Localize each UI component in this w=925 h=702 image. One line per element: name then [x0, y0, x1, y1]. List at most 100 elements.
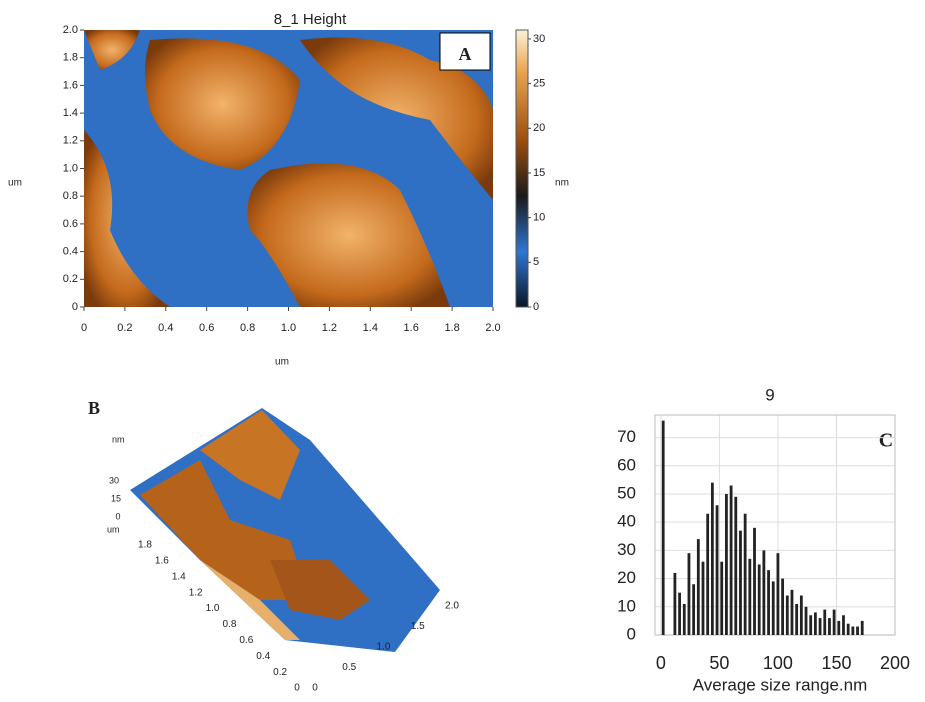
- panel-label: A: [459, 44, 472, 64]
- x-tick-label: 0.5: [342, 662, 356, 673]
- x-tick-label: 100: [763, 653, 793, 673]
- bar: [682, 603, 686, 635]
- x-tick-label: 1.0: [377, 642, 391, 653]
- colorbar-tick-label: 10: [533, 212, 545, 224]
- bar: [828, 618, 831, 635]
- y-tick-label: 70: [617, 427, 636, 446]
- bar: [837, 620, 841, 635]
- y-tick-label: 1.4: [172, 571, 186, 582]
- bar: [776, 553, 780, 635]
- bar: [832, 609, 836, 635]
- y-tick-label: 0: [294, 683, 300, 694]
- plot-frame: [654, 414, 896, 636]
- chart-title: 8_1 Height: [274, 11, 347, 28]
- y-tick-label: 1.6: [155, 556, 169, 567]
- colorbar-tick-label: 5: [533, 256, 539, 268]
- x-axis-label: um: [275, 357, 289, 368]
- x-tick-label: 2.0: [445, 601, 459, 612]
- bar: [748, 558, 752, 635]
- y-tick-label: 1.2: [63, 135, 78, 147]
- x-tick-label: 0: [81, 322, 87, 334]
- x-tick-label: 0.2: [117, 322, 132, 334]
- y-axis-label: um: [107, 524, 120, 534]
- y-tick-label: 0.8: [63, 190, 78, 202]
- z-tick-label: 30: [109, 475, 119, 485]
- panel-label: C: [879, 430, 893, 452]
- y-tick-label: 0: [627, 624, 636, 643]
- y-tick-label: 0: [72, 301, 78, 313]
- x-tick-label: 0.4: [158, 322, 173, 334]
- bar: [701, 561, 705, 635]
- bar: [790, 589, 794, 635]
- bar: [687, 553, 691, 635]
- colorbar-tick-label: 25: [533, 78, 545, 90]
- bar: [818, 618, 822, 635]
- bar: [781, 578, 785, 635]
- panel-label-box: [439, 32, 491, 71]
- y-tick-label: 50: [617, 483, 636, 502]
- y-tick-label: 0.2: [273, 667, 287, 678]
- x-tick-label: 1.6: [404, 322, 419, 334]
- bar: [678, 592, 681, 635]
- x-tick-label: 50: [709, 653, 729, 673]
- x-tick-label: 1.2: [322, 322, 337, 334]
- bar: [715, 505, 719, 635]
- bar: [842, 615, 845, 635]
- y-axis-label: um: [8, 178, 22, 189]
- y-tick-label: 20: [617, 568, 636, 587]
- y-tick-label: 60: [617, 455, 636, 474]
- bar: [856, 626, 859, 635]
- bar: [860, 620, 864, 635]
- x-tick-label: 1.8: [444, 322, 459, 334]
- y-tick-label: 0.2: [63, 273, 78, 285]
- colorbar-tick-label: 20: [533, 122, 545, 134]
- surface-plot: [130, 408, 440, 652]
- y-tick-label: 1.8: [138, 540, 152, 551]
- z-tick-label: 15: [111, 493, 121, 503]
- x-tick-label: 150: [821, 653, 851, 673]
- bar: [846, 623, 850, 635]
- bar: [757, 564, 761, 635]
- z-tick-label: 0: [115, 511, 120, 521]
- bar: [767, 570, 770, 635]
- x-tick-label: 0: [656, 653, 666, 673]
- x-tick-label: 0.8: [240, 322, 255, 334]
- x-axis-label: Average size range.nm: [693, 675, 868, 694]
- y-tick-label: 1.0: [63, 162, 78, 174]
- y-tick-label: 1.2: [189, 587, 203, 598]
- bar: [696, 539, 700, 635]
- z-axis-label: nm: [112, 434, 125, 444]
- bar: [743, 513, 747, 635]
- bar: [673, 572, 677, 635]
- colorbar-tick-label: 30: [533, 33, 545, 45]
- y-tick-label: 0.6: [239, 635, 253, 646]
- colorbar-tick-label: 15: [533, 167, 545, 179]
- bar: [739, 530, 742, 635]
- bar: [813, 612, 817, 635]
- x-tick-label: 200: [880, 653, 910, 673]
- bar: [753, 527, 756, 635]
- bar: [706, 513, 710, 635]
- bar: [771, 581, 775, 635]
- y-tick-label: 10: [617, 596, 636, 615]
- bar: [710, 482, 714, 635]
- x-tick-label: 0.6: [199, 322, 214, 334]
- bar: [809, 615, 813, 635]
- bar: [729, 485, 733, 635]
- panel-label: B: [88, 398, 100, 418]
- y-tick-label: 0.8: [222, 619, 236, 630]
- chart-title: 9: [765, 385, 774, 404]
- y-tick-label: 40: [617, 512, 636, 531]
- x-tick-label: 2.0: [485, 322, 500, 334]
- y-tick-label: 1.8: [63, 52, 78, 64]
- y-tick-label: 0.4: [256, 651, 270, 662]
- bar: [661, 420, 665, 635]
- y-tick-label: 2.0: [63, 24, 78, 36]
- height-map: [84, 30, 493, 307]
- x-tick-label: 0: [312, 683, 318, 694]
- bar: [720, 561, 724, 635]
- y-tick-label: 30: [617, 540, 636, 559]
- y-tick-label: 0.4: [63, 246, 78, 258]
- y-tick-label: 1.0: [206, 603, 220, 614]
- y-tick-label: 0.6: [63, 218, 78, 230]
